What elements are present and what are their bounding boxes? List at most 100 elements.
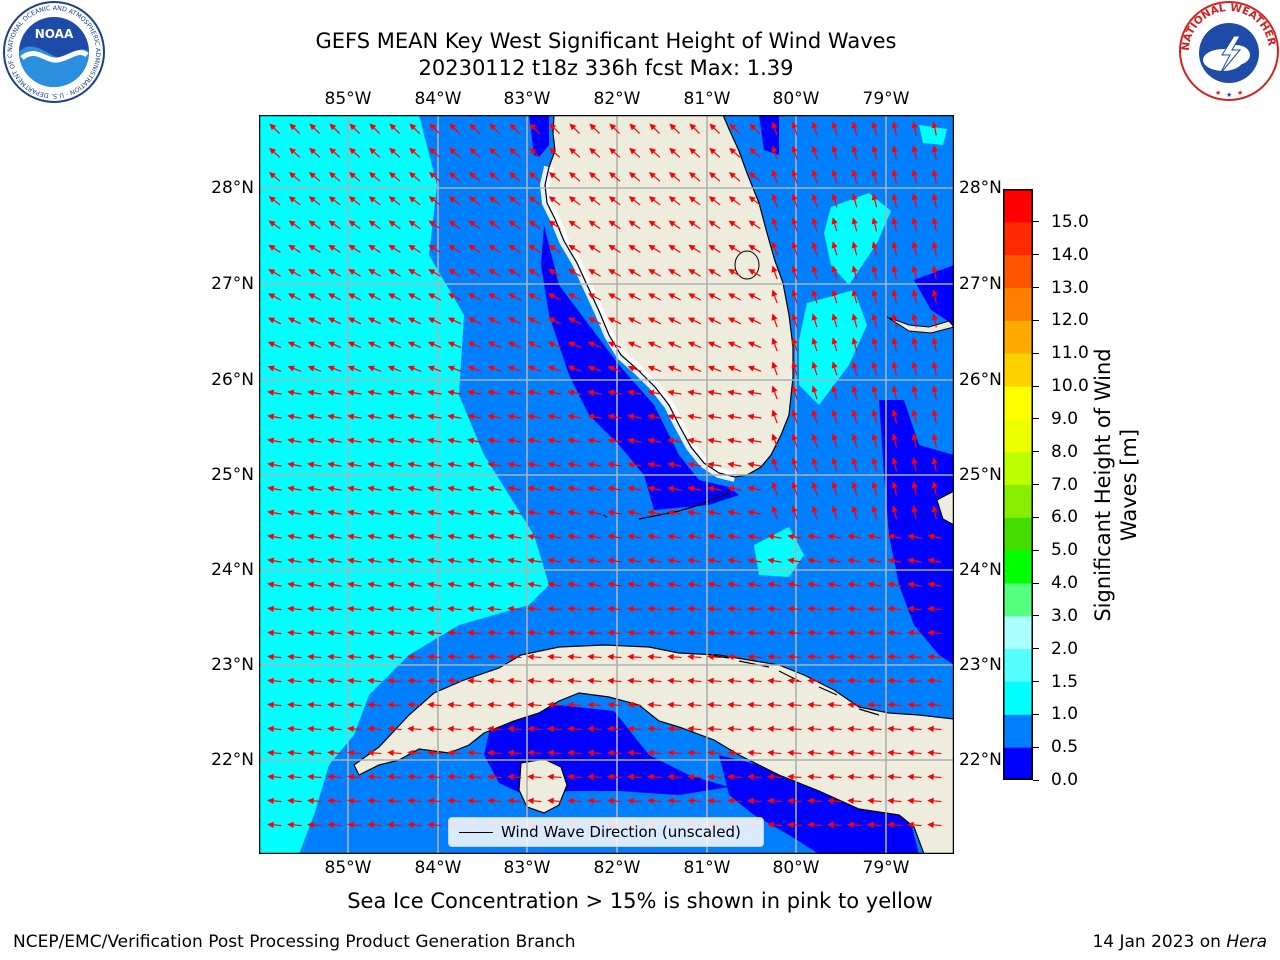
wave-direction-arrow bbox=[667, 509, 682, 516]
colorbar-segment bbox=[1003, 484, 1033, 518]
wave-direction-arrow bbox=[749, 123, 761, 134]
wave-direction-arrow bbox=[568, 244, 581, 254]
wave-direction-arrow bbox=[927, 749, 942, 756]
wave-direction-arrow bbox=[827, 773, 842, 780]
wave-direction-arrow bbox=[349, 123, 361, 134]
wave-direction-arrow bbox=[408, 220, 421, 230]
colorbar-tick bbox=[1033, 319, 1039, 321]
wave-direction-arrow bbox=[647, 581, 662, 588]
wave-direction-arrow bbox=[268, 269, 281, 277]
wave-direction-arrow bbox=[407, 509, 422, 516]
wave-direction-arrow bbox=[567, 557, 582, 564]
wave-direction-arrow bbox=[648, 196, 661, 206]
wave-direction-arrow bbox=[568, 293, 582, 301]
wave-direction-arrow bbox=[427, 341, 442, 349]
wave-direction-arrow bbox=[831, 457, 838, 472]
wave-direction-arrow bbox=[807, 533, 822, 540]
wave-direction-arrow bbox=[447, 533, 462, 540]
wave-direction-arrow bbox=[508, 220, 521, 230]
wave-direction-arrow bbox=[687, 317, 702, 325]
wave-direction-arrow bbox=[911, 481, 918, 496]
wave-direction-arrow bbox=[487, 773, 502, 780]
wave-direction-arrow bbox=[687, 509, 702, 516]
wave-direction-arrow bbox=[267, 509, 282, 516]
wave-direction-arrow bbox=[747, 773, 762, 780]
wave-direction-arrow bbox=[907, 653, 922, 660]
wave-direction-arrow bbox=[927, 653, 942, 660]
wave-direction-arrow bbox=[287, 701, 302, 708]
wave-direction-arrow bbox=[927, 701, 942, 708]
wave-direction-arrow bbox=[448, 269, 461, 277]
wave-direction-arrow bbox=[427, 557, 442, 564]
wave-direction-arrow bbox=[627, 773, 642, 780]
wave-direction-arrow bbox=[488, 293, 502, 301]
wave-direction-arrow bbox=[628, 171, 641, 182]
wave-direction-arrow bbox=[467, 509, 482, 516]
wave-direction-arrow bbox=[489, 147, 501, 158]
wave-direction-arrow bbox=[527, 485, 542, 492]
wave-direction-arrow bbox=[447, 581, 462, 588]
wave-direction-arrow bbox=[507, 485, 522, 492]
wave-direction-arrow bbox=[267, 485, 282, 492]
wave-direction-arrow bbox=[529, 147, 541, 158]
wave-direction-arrow bbox=[787, 821, 802, 828]
colorbar-tick bbox=[1033, 254, 1039, 256]
wave-direction-arrow bbox=[588, 293, 602, 301]
wave-direction-arrow bbox=[327, 461, 342, 468]
wave-direction-arrow bbox=[688, 293, 702, 301]
wave-direction-arrow bbox=[448, 171, 461, 182]
wave-direction-arrow bbox=[447, 317, 462, 325]
wave-direction-arrow bbox=[488, 220, 501, 230]
wave-direction-arrow bbox=[428, 269, 441, 277]
wave-direction-arrow bbox=[547, 557, 562, 564]
wave-direction-arrow bbox=[607, 629, 622, 636]
wave-direction-arrow bbox=[307, 629, 322, 636]
wave-direction-arrow bbox=[307, 413, 322, 420]
wave-direction-arrow bbox=[771, 505, 778, 520]
wave-direction-arrow bbox=[891, 217, 898, 232]
wave-direction-arrow bbox=[871, 313, 878, 328]
wave-direction-arrow bbox=[727, 389, 742, 396]
wave-direction-arrow bbox=[887, 749, 902, 756]
wave-direction-arrow bbox=[687, 485, 702, 492]
wave-direction-arrow bbox=[787, 797, 802, 804]
colorbar-tick bbox=[1033, 516, 1039, 518]
wave-direction-arrow bbox=[527, 557, 542, 564]
wave-direction-arrow bbox=[527, 317, 542, 325]
wave-direction-arrow bbox=[587, 725, 602, 732]
wave-direction-arrow bbox=[648, 269, 661, 277]
colorbar-tick-label: 7.0 bbox=[1051, 474, 1079, 495]
wave-direction-arrow bbox=[267, 533, 282, 540]
wave-direction-arrow bbox=[269, 123, 281, 134]
wave-direction-arrow bbox=[567, 317, 582, 325]
wave-direction-arrow bbox=[747, 797, 762, 804]
wave-direction-arrow bbox=[767, 677, 782, 684]
wave-direction-arrow bbox=[791, 505, 798, 520]
wave-direction-arrow bbox=[587, 749, 602, 756]
wave-direction-arrow bbox=[811, 481, 818, 496]
wave-direction-arrow bbox=[887, 821, 902, 828]
wave-direction-arrow bbox=[467, 533, 482, 540]
wave-direction-arrow bbox=[407, 389, 422, 396]
wave-direction-arrow bbox=[348, 269, 361, 277]
wave-direction-arrow bbox=[468, 171, 481, 182]
wave-direction-arrow bbox=[851, 433, 858, 448]
wave-direction-arrow bbox=[891, 457, 898, 472]
wave-direction-arrow bbox=[269, 147, 281, 158]
wave-direction-arrow bbox=[847, 653, 862, 660]
wave-direction-arrow bbox=[427, 365, 442, 372]
wave-direction-arrow bbox=[529, 123, 541, 134]
wave-direction-arrow bbox=[587, 317, 602, 325]
wave-direction-arrow bbox=[548, 244, 561, 254]
wave-direction-arrow bbox=[328, 220, 341, 230]
chart-subtitle: 20230112 t18z 336h fcst Max: 1.39 bbox=[418, 56, 794, 80]
wave-direction-arrow bbox=[831, 193, 838, 208]
wave-direction-arrow bbox=[728, 220, 741, 230]
wave-direction-arrow bbox=[767, 557, 782, 564]
wave-direction-arrow bbox=[707, 701, 722, 708]
wave-direction-arrow bbox=[488, 171, 501, 182]
wave-direction-arrow bbox=[547, 653, 562, 660]
wave-direction-arrow bbox=[307, 341, 322, 349]
wave-direction-arrow bbox=[791, 361, 798, 376]
wave-direction-arrow bbox=[308, 220, 321, 230]
